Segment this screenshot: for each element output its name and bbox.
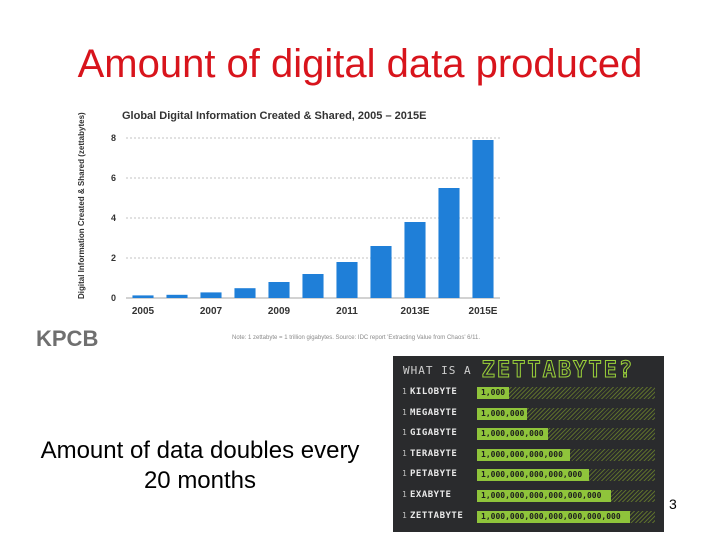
unit-bar bbox=[477, 387, 510, 399]
unit-name: EXABYTE bbox=[410, 490, 452, 500]
slide-caption: Amount of data doubles every 20 months bbox=[40, 437, 360, 494]
x-tick-label: 2005 bbox=[132, 306, 155, 317]
unit-bar bbox=[477, 448, 570, 461]
bar-2015e bbox=[472, 140, 494, 298]
chart-y-axis-label: Digital Information Created & Shared (ze… bbox=[77, 112, 86, 299]
unit-bytes-value: 1,000 bbox=[481, 388, 506, 397]
unit-bytes-value: 1,000,000,000,000 bbox=[481, 449, 563, 459]
chart-source-note: Note: 1 zettabyte = 1 trillion gigabytes… bbox=[232, 335, 481, 341]
unit-bar bbox=[477, 510, 631, 523]
zettabyte-row: 1 ZETTABYTE 1,000,000,000,000,000,000,000 bbox=[393, 509, 664, 525]
zettabyte-question-text: WHAT IS A bbox=[403, 363, 472, 377]
unit-name: PETABYTE bbox=[410, 469, 458, 480]
unit-name: KILOBYTE bbox=[410, 387, 458, 397]
bar-2011 bbox=[336, 262, 358, 298]
bar-2012 bbox=[370, 246, 392, 298]
zettabyte-row: 1 PETABYTE 1,000,000,000,000,000 bbox=[393, 467, 664, 483]
zettabyte-row: 1 MEGABYTE 1,000,000 bbox=[393, 406, 664, 422]
zettabyte-row: 1 KILOBYTE 1,000 bbox=[393, 385, 664, 401]
bar-2005 bbox=[132, 295, 154, 298]
bar-2010 bbox=[302, 274, 324, 298]
slide-title: Amount of digital data produced bbox=[77, 42, 643, 86]
unit-bytes-value: 1,000,000,000,000,000 bbox=[481, 470, 583, 480]
zettabyte-row: 1 EXABYTE 1,000,000,000,000,000,000 bbox=[393, 488, 664, 504]
unit-count: 1 bbox=[402, 428, 407, 438]
x-tick-label: 2015E bbox=[469, 306, 498, 317]
bar-2007 bbox=[200, 292, 222, 298]
zettabyte-row: 1 GIGABYTE 1,000,000,000 bbox=[393, 426, 664, 442]
page-number: 3 bbox=[669, 496, 677, 512]
unit-bar bbox=[477, 469, 590, 482]
bar-2008 bbox=[234, 288, 256, 298]
x-tick-label: 2011 bbox=[336, 306, 358, 317]
unit-name: ZETTABYTE bbox=[410, 510, 464, 521]
unit-name: GIGABYTE bbox=[410, 428, 458, 439]
x-tick-label: 2007 bbox=[200, 306, 223, 317]
y-tick-label: 6 bbox=[111, 173, 116, 183]
zettabyte-header: WHAT IS A ZETTABYTE? bbox=[403, 357, 635, 383]
x-tick-label: 2013E bbox=[401, 306, 430, 317]
bar-2009 bbox=[268, 282, 290, 298]
unit-count: 1 bbox=[402, 407, 407, 417]
unit-bar bbox=[477, 407, 527, 420]
zettabyte-infographic: WHAT IS A ZETTABYTE? 1 KILOBYTE 1,000 1 MEGA… bbox=[393, 356, 664, 532]
unit-count: 1 bbox=[402, 510, 407, 520]
unit-bytes-value: 1,000,000,000 bbox=[481, 429, 544, 439]
x-tick-label: 2009 bbox=[268, 306, 291, 317]
unit-count: 1 bbox=[402, 448, 407, 458]
unit-bar bbox=[477, 428, 549, 441]
zettabyte-row: 1 TERABYTE 1,000,000,000,000 bbox=[393, 447, 664, 463]
bar-2013e bbox=[404, 222, 426, 298]
y-tick-label: 8 bbox=[111, 133, 116, 143]
bar-2014e bbox=[438, 188, 460, 298]
y-tick-label: 0 bbox=[111, 293, 116, 303]
unit-count: 1 bbox=[402, 469, 407, 479]
y-tick-label: 4 bbox=[111, 213, 116, 223]
unit-bar bbox=[477, 490, 611, 502]
y-tick-label: 2 bbox=[111, 253, 116, 263]
unit-count: 1 bbox=[402, 490, 407, 499]
kpcb-logo: KPCB bbox=[36, 326, 99, 351]
unit-name: MEGABYTE bbox=[410, 407, 458, 418]
bar-chart: Global Digital Information Created & Sha… bbox=[77, 110, 500, 317]
chart-title: Global Digital Information Created & Sha… bbox=[122, 110, 426, 122]
unit-count: 1 bbox=[402, 387, 407, 396]
zettabyte-word: ZETTABYTE? bbox=[481, 357, 635, 383]
unit-name: TERABYTE bbox=[410, 448, 458, 459]
unit-bytes-value: 1,000,000 bbox=[481, 408, 525, 418]
unit-bar-track bbox=[477, 387, 655, 399]
bar-2006 bbox=[166, 294, 188, 298]
unit-bytes-value: 1,000,000,000,000,000,000,000 bbox=[481, 511, 621, 521]
unit-bytes-value: 1,000,000,000,000,000,000 bbox=[481, 491, 602, 500]
